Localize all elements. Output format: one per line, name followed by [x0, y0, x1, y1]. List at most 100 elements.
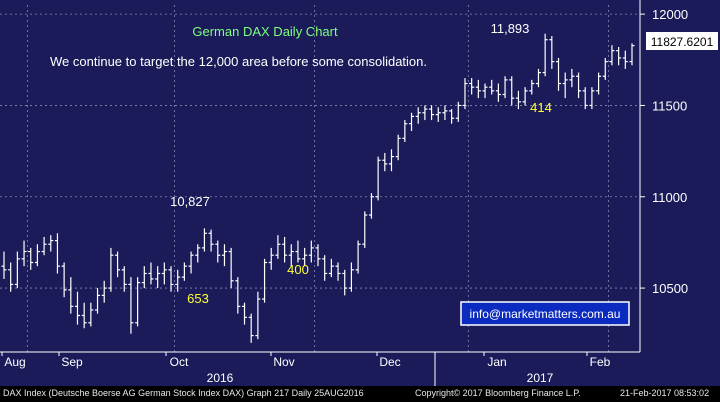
y-tick-label: 12000: [652, 7, 688, 22]
ohlc-bar: [442, 105, 448, 121]
footer-copyright: Copyright© 2017 Bloomberg Finance L.P.: [415, 388, 581, 398]
ohlc-bar: [509, 76, 515, 106]
ohlc-bar: [228, 247, 234, 289]
ohlc-bar: [602, 57, 608, 80]
ohlc-bar: [302, 247, 308, 267]
ohlc-bar: [482, 83, 488, 99]
ohlc-bar: [475, 79, 481, 99]
ohlc-bar: [609, 45, 615, 66]
ohlc-bar: [522, 87, 528, 106]
ohlc-bar: [161, 262, 167, 285]
ohlc-bar: [355, 240, 361, 274]
ohlc-bar: [308, 240, 314, 263]
ohlc-bar: [288, 244, 294, 267]
ohlc-bar: [1, 251, 7, 279]
annotation-label: 11,893: [491, 21, 530, 36]
watermark-text: info@marketmatters.com.au: [470, 307, 621, 321]
watermark-box: info@marketmatters.com.au: [460, 301, 630, 326]
x-tick-label: Aug: [4, 355, 25, 369]
y-tick-label: 11500: [652, 98, 687, 113]
ohlc-bar: [535, 68, 541, 88]
y-tick-label: 10500: [652, 281, 688, 296]
last-price-box: 11827.6201: [646, 32, 718, 50]
ohlc-bar: [348, 262, 354, 292]
ohlc-bar: [68, 277, 74, 314]
ohlc-bar: [422, 105, 428, 121]
ohlc-bar: [74, 291, 80, 325]
ohlc-bar: [529, 79, 535, 95]
ohlc-bar: [569, 68, 575, 88]
ohlc-bar: [629, 43, 635, 66]
ohlc-bar: [221, 244, 227, 267]
annotation-label: 400: [287, 262, 309, 277]
ohlc-bar: [322, 255, 328, 281]
x-tick-label: Nov: [273, 355, 294, 369]
annotations: 10,827 653 400 11,893 414: [170, 21, 552, 306]
ohlc-bar: [382, 152, 388, 172]
chart-subtitle: We continue to target the 12,000 area be…: [50, 54, 427, 69]
ohlc-bar: [101, 280, 107, 303]
ohlc-bar: [235, 277, 241, 314]
ohlc-bar: [215, 240, 221, 263]
ohlc-bar: [375, 156, 381, 201]
year-label: 2016: [207, 371, 234, 385]
dax-chart: 10500 11000 11500 12000 Aug Sep Oct Nov Dec Jan F…: [0, 0, 718, 386]
ohlc-bar: [502, 76, 508, 99]
ohlc-bar: [576, 72, 582, 99]
ohlc-bar: [328, 258, 334, 278]
ohlc-bar: [362, 211, 368, 248]
x-tick-label: Oct: [170, 355, 189, 369]
ohlc-bar: [262, 258, 268, 303]
annotation-label: 653: [187, 291, 209, 306]
ohlc-bar: [88, 302, 94, 327]
ohlc-bar: [48, 235, 54, 252]
ohlc-bar: [14, 251, 20, 289]
ohlc-bar: [95, 288, 101, 314]
ohlc-bar: [81, 302, 87, 329]
ohlc-bar: [295, 240, 301, 263]
x-tick-label: Dec: [379, 355, 400, 369]
ohlc-bar: [556, 57, 562, 91]
ohlc-bar: [596, 72, 602, 95]
ohlc-bar: [449, 109, 455, 124]
ohlc-bar: [248, 313, 254, 343]
ohlc-bar: [402, 120, 408, 142]
ohlc-bar: [61, 262, 67, 298]
footer-source: DAX Index (Deutsche Boerse AG German Sto…: [3, 388, 364, 398]
ohlc-bar: [115, 251, 121, 278]
x-tick-label: Sep: [61, 355, 83, 369]
ohlc-bar: [155, 266, 161, 289]
ohlc-bar: [368, 193, 374, 219]
y-axis: 10500 11000 11500 12000: [639, 0, 688, 352]
ohlc-bar: [255, 291, 261, 340]
ohlc-bar: [188, 251, 194, 274]
ohlc-bar: [175, 269, 181, 292]
ohlc-bar: [395, 134, 401, 161]
ohlc-bar: [388, 149, 394, 172]
ohlc-bar: [208, 229, 214, 252]
year-label: 2017: [527, 371, 554, 385]
ohlc-bar: [415, 107, 421, 124]
ohlc-bar: [268, 247, 274, 270]
x-tick-label: Feb: [590, 355, 611, 369]
ohlc-bar: [515, 90, 521, 110]
last-price-label: 11827.6201: [651, 35, 714, 49]
ohlc-bar: [168, 266, 174, 292]
ohlc-bar: [435, 107, 441, 122]
y-tick-label: 11000: [652, 190, 687, 205]
ohlc-bar: [128, 277, 134, 334]
ohlc-bar: [8, 262, 14, 292]
ohlc-bar: [549, 36, 555, 69]
footer-bar: DAX Index (Deutsche Boerse AG German Sto…: [0, 386, 720, 402]
ohlc-bar: [315, 244, 321, 267]
ohlc-bar: [282, 236, 288, 263]
ohlc-bar: [41, 236, 47, 256]
ohlc-bar: [28, 247, 34, 270]
ohlc-bar: [34, 244, 40, 267]
ohlc-bar: [622, 50, 628, 69]
ohlc-bar: [542, 33, 548, 77]
annotation-label: 10,827: [170, 194, 210, 209]
ohlc-bar: [121, 266, 127, 292]
ohlc-bar: [489, 79, 495, 95]
ohlc-bar: [455, 101, 461, 122]
